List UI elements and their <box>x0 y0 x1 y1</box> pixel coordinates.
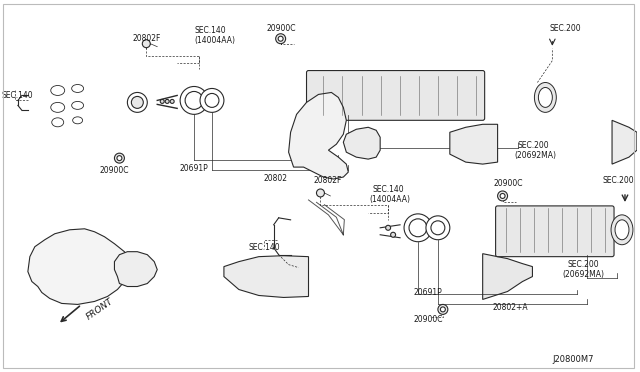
Ellipse shape <box>534 83 556 112</box>
Ellipse shape <box>72 102 84 109</box>
Text: 20900C: 20900C <box>267 24 296 33</box>
Ellipse shape <box>73 117 83 124</box>
Text: (20692MA): (20692MA) <box>515 151 557 160</box>
Polygon shape <box>450 124 497 164</box>
Circle shape <box>390 232 396 237</box>
Text: 20691P: 20691P <box>179 164 208 173</box>
Ellipse shape <box>615 220 629 240</box>
Circle shape <box>117 155 122 161</box>
Circle shape <box>127 93 147 112</box>
Text: FRONT: FRONT <box>84 297 115 322</box>
Polygon shape <box>224 256 308 298</box>
Circle shape <box>386 225 390 230</box>
Text: 20900C: 20900C <box>413 315 442 324</box>
Circle shape <box>500 193 505 198</box>
Text: SEC.140: SEC.140 <box>194 26 226 35</box>
Ellipse shape <box>72 84 84 93</box>
Text: 20900C: 20900C <box>99 166 129 174</box>
Polygon shape <box>483 254 532 299</box>
Ellipse shape <box>611 215 633 245</box>
Circle shape <box>404 214 432 242</box>
Circle shape <box>497 191 508 201</box>
Polygon shape <box>28 229 129 304</box>
Text: (14004AA): (14004AA) <box>369 195 410 205</box>
Text: SEC.140: SEC.140 <box>249 243 280 252</box>
Circle shape <box>142 40 150 48</box>
Text: (20692MA): (20692MA) <box>563 270 604 279</box>
Circle shape <box>170 99 174 103</box>
FancyBboxPatch shape <box>495 206 614 257</box>
Text: 20691P: 20691P <box>413 288 442 297</box>
Circle shape <box>131 96 143 108</box>
Text: SEC.200: SEC.200 <box>518 141 549 150</box>
Circle shape <box>438 304 448 314</box>
Circle shape <box>276 34 285 44</box>
Polygon shape <box>289 93 348 179</box>
Circle shape <box>200 89 224 112</box>
Text: 20802: 20802 <box>264 174 288 183</box>
Circle shape <box>115 153 124 163</box>
Text: 20900C: 20900C <box>493 179 523 187</box>
Circle shape <box>426 216 450 240</box>
Circle shape <box>409 219 427 237</box>
Polygon shape <box>612 120 637 164</box>
Ellipse shape <box>52 118 64 127</box>
Circle shape <box>431 221 445 235</box>
Text: (14004AA): (14004AA) <box>194 36 235 45</box>
Ellipse shape <box>538 87 552 108</box>
Text: J20800M7: J20800M7 <box>552 355 594 364</box>
Circle shape <box>205 93 219 108</box>
Text: SEC.140: SEC.140 <box>2 91 34 100</box>
Text: 20802F: 20802F <box>314 176 342 185</box>
Circle shape <box>278 36 283 41</box>
Circle shape <box>316 189 324 197</box>
Circle shape <box>165 99 169 103</box>
Text: SEC.200: SEC.200 <box>549 24 581 33</box>
Polygon shape <box>343 127 380 159</box>
Ellipse shape <box>51 102 65 112</box>
Circle shape <box>180 86 208 114</box>
FancyBboxPatch shape <box>307 71 484 120</box>
Circle shape <box>160 99 164 103</box>
Circle shape <box>185 92 203 109</box>
Text: SEC.140: SEC.140 <box>372 186 404 195</box>
Text: 20802F: 20802F <box>132 34 161 43</box>
Ellipse shape <box>51 86 65 96</box>
Text: SEC.200: SEC.200 <box>567 260 599 269</box>
Text: 20802+A: 20802+A <box>493 303 528 312</box>
Polygon shape <box>115 252 157 286</box>
Circle shape <box>440 307 445 312</box>
Text: SEC.200: SEC.200 <box>602 176 634 185</box>
